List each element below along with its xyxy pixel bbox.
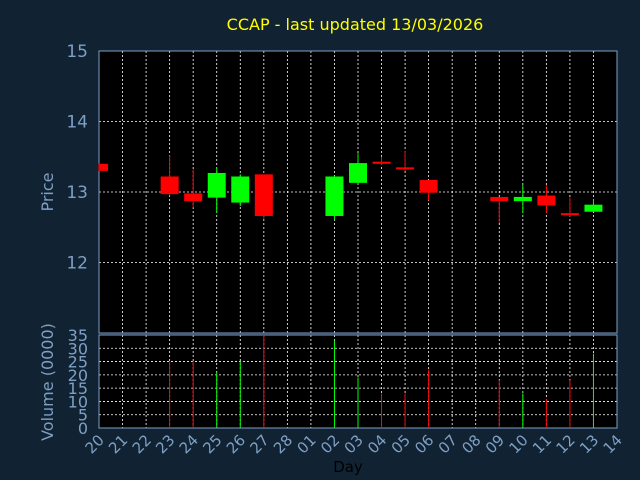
price-axis-label: Price	[38, 172, 57, 211]
volume-axis-label: Volume (0000)	[38, 323, 57, 441]
price-panel-frame	[98, 50, 618, 334]
volume-tick-label: 5	[78, 406, 88, 425]
candle-body	[513, 196, 532, 202]
candle-body	[396, 167, 415, 170]
x-tick-label: 01	[294, 431, 320, 457]
x-tick-label: 13	[576, 431, 602, 457]
candle-body	[325, 176, 344, 216]
price-tick-label: 15	[66, 42, 88, 62]
price-candles	[98, 151, 603, 224]
x-tick-label: 12	[553, 431, 579, 457]
volume-tick-label: 35	[68, 326, 88, 345]
x-tick-label: 03	[341, 431, 367, 457]
price-tick-label: 13	[66, 183, 88, 203]
volume-tick-label: 0	[78, 419, 88, 438]
x-tick-label: 26	[223, 431, 249, 457]
candle-body	[231, 176, 250, 203]
price-tick-label: 14	[66, 113, 88, 133]
candle-body	[184, 193, 203, 202]
candle-body	[254, 174, 273, 216]
x-tick-label: 04	[364, 431, 390, 457]
volume-tick-label: 30	[68, 339, 88, 358]
x-tick-label: 22	[129, 431, 155, 457]
candle-body	[207, 172, 226, 198]
candle-body	[560, 213, 579, 216]
x-axis-label: Day	[333, 458, 363, 476]
x-tick-label: 11	[529, 431, 555, 457]
candle-body	[584, 204, 603, 212]
volume-tick-label: 25	[68, 353, 88, 372]
x-tick-label: 07	[435, 431, 461, 457]
chart-title: CCAP - last updated 13/03/2026	[227, 15, 484, 34]
x-tick-label: 05	[388, 431, 414, 457]
candle-body	[99, 163, 108, 171]
x-tick-label: 14	[600, 431, 626, 457]
price-tick-label: 12	[66, 254, 88, 274]
x-tick-label: 06	[411, 431, 437, 457]
x-tick-label: 09	[482, 431, 508, 457]
candle-body	[349, 163, 367, 183]
x-tick-label: 24	[176, 431, 202, 457]
volume-bars	[169, 335, 594, 428]
x-tick-label: 02	[317, 431, 343, 457]
x-tick-label: 25	[199, 431, 225, 457]
candle-body	[372, 161, 391, 164]
candle-body	[490, 196, 509, 202]
x-tick-label: 28	[270, 431, 296, 457]
x-tick-label: 27	[246, 431, 272, 457]
volume-tick-label: 15	[68, 379, 88, 398]
x-tick-label: 21	[105, 431, 131, 457]
x-tick-label: 10	[505, 431, 531, 457]
candle-body	[537, 195, 556, 206]
volume-tick-label: 20	[68, 366, 88, 385]
volume-tick-label: 10	[68, 392, 88, 411]
x-tick-label: 23	[152, 431, 178, 457]
x-tick-label: 08	[458, 431, 484, 457]
candle-body	[160, 176, 179, 195]
candle-body	[419, 180, 438, 193]
